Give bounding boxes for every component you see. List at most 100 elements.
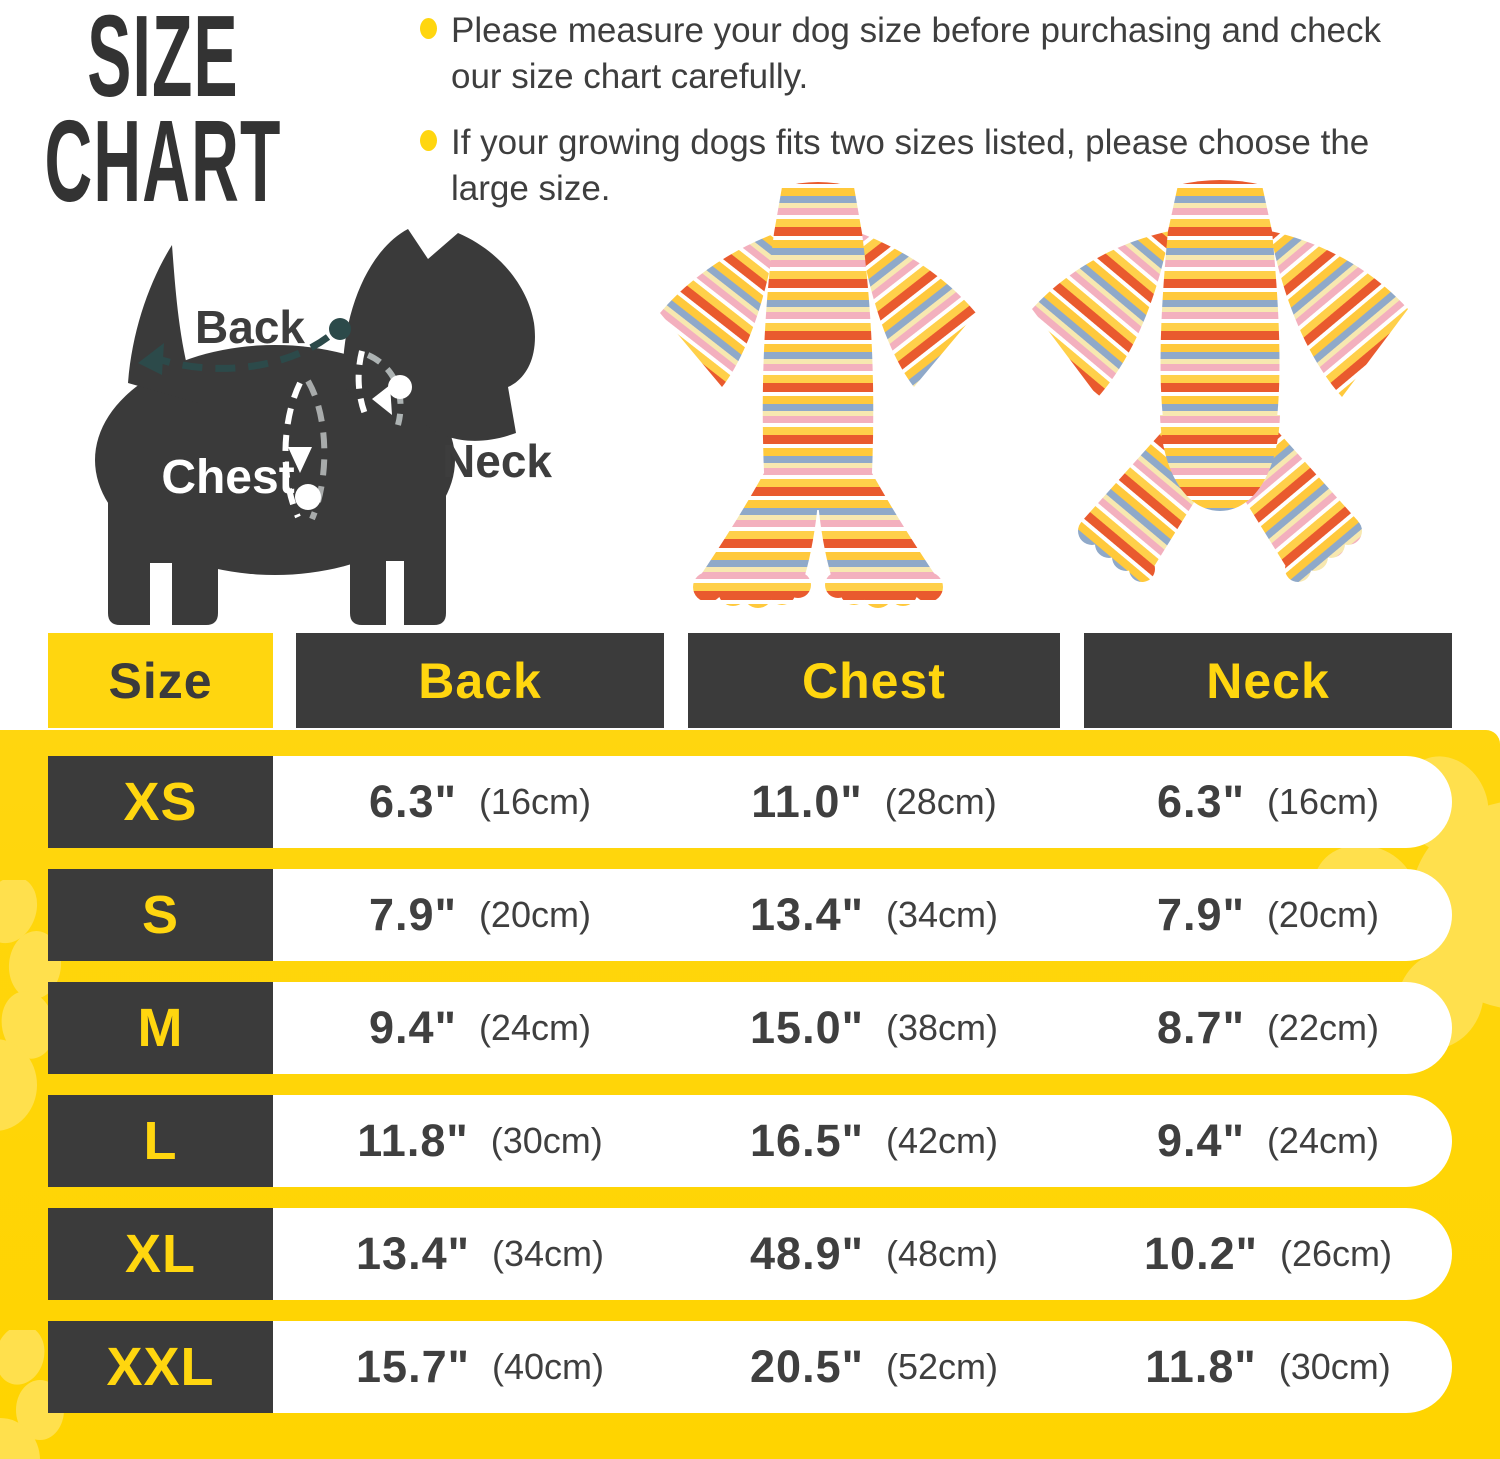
dog-measurement-diagram: Back Chest Neck (95, 229, 552, 625)
size-cell: S (48, 869, 273, 961)
chest-value: 11.0" (28cm) (688, 756, 1060, 848)
notes: Please measure your dog size before purc… (420, 8, 1482, 212)
neck-value: 6.3" (16cm) (1084, 756, 1452, 848)
back-value: 15.7" (40cm) (296, 1321, 664, 1413)
row-values: 6.3" (16cm) 11.0" (28cm) 6.3" (16cm) (273, 756, 1452, 848)
note-text: Please measure your dog size before purc… (451, 8, 1381, 100)
chest-arrowhead-icon (288, 447, 312, 473)
neck-inches: 10.2" (1144, 1228, 1258, 1279)
chest-inches: 11.0" (751, 776, 863, 827)
row-values: 9.4" (24cm) 15.0" (38cm) 8.7" (22cm) (273, 982, 1452, 1074)
back-cm: (20cm) (478, 894, 591, 935)
back-label: Back (195, 301, 305, 353)
neck-inches: 6.3" (1157, 776, 1245, 827)
neck-cm: (24cm) (1266, 1120, 1379, 1161)
header-size: Size (48, 633, 273, 728)
neck-value: 10.2" (26cm) (1084, 1208, 1452, 1300)
header-neck: Neck (1084, 633, 1452, 728)
chest-cm: (38cm) (885, 1007, 998, 1048)
back-inches: 6.3" (369, 776, 457, 827)
neck-value: 8.7" (22cm) (1084, 982, 1452, 1074)
title-line-2: CHART (44, 96, 282, 226)
back-inches: 9.4" (369, 1002, 457, 1053)
neck-cm: (20cm) (1266, 894, 1379, 935)
chest-cm: (42cm) (885, 1120, 998, 1161)
chest-inches: 16.5" (750, 1115, 864, 1166)
chest-cm: (34cm) (885, 894, 998, 935)
table-row: L 11.8" (30cm) 16.5" (42cm) 9.4" (24cm) (0, 1095, 1500, 1187)
neck-inches: 7.9" (1157, 889, 1245, 940)
back-value: 7.9" (20cm) (296, 869, 664, 961)
row-values: 7.9" (20cm) 13.4" (34cm) 7.9" (20cm) (273, 869, 1452, 961)
row-values: 15.7" (40cm) 20.5" (52cm) 11.8" (30cm) (273, 1321, 1452, 1413)
neck-value: 11.8" (30cm) (1084, 1321, 1452, 1413)
neck-inches: 11.8" (1145, 1341, 1257, 1392)
table-row: XXL 15.7" (40cm) 20.5" (52cm) 11.8" (30c… (0, 1321, 1500, 1413)
neck-arrowhead-icon (372, 385, 392, 415)
back-cm: (30cm) (490, 1120, 603, 1161)
row-values: 13.4" (34cm) 48.9" (48cm) 10.2" (26cm) (273, 1208, 1452, 1300)
pajama-back-photo (1032, 180, 1408, 582)
chest-cm: (52cm) (885, 1346, 998, 1387)
back-inches: 11.8" (357, 1115, 469, 1166)
back-cm: (16cm) (478, 781, 591, 822)
chest-value: 20.5" (52cm) (688, 1321, 1060, 1413)
back-cm: (24cm) (478, 1007, 591, 1048)
back-value: 13.4" (34cm) (296, 1208, 664, 1300)
chest-cm: (28cm) (884, 781, 997, 822)
back-measure-dot (329, 318, 351, 340)
neck-inches: 9.4" (1157, 1115, 1245, 1166)
neck-cm: (26cm) (1279, 1233, 1392, 1274)
size-cell: L (48, 1095, 273, 1187)
note-line: large size. (451, 169, 611, 208)
back-cm: (34cm) (491, 1233, 604, 1274)
table-row: XL 13.4" (34cm) 48.9" (48cm) 10.2" (26cm… (0, 1208, 1500, 1300)
header-back: Back (296, 633, 664, 728)
chest-value: 48.9" (48cm) (688, 1208, 1060, 1300)
neck-inches: 8.7" (1157, 1002, 1245, 1053)
size-cell: XL (48, 1208, 273, 1300)
chest-cm: (48cm) (885, 1233, 998, 1274)
back-value: 6.3" (16cm) (296, 756, 664, 848)
title-line-1: SIZE (87, 0, 239, 121)
back-value: 9.4" (24cm) (296, 982, 664, 1074)
note-line: Please measure your dog size before purc… (451, 11, 1381, 50)
chest-label: Chest (161, 451, 294, 504)
pajama-front-photo (660, 182, 976, 608)
size-cell: XXL (48, 1321, 273, 1413)
neck-measure-dot (388, 375, 412, 399)
chest-value: 16.5" (42cm) (688, 1095, 1060, 1187)
note-item: If your growing dogs fits two sizes list… (420, 120, 1482, 212)
back-inches: 13.4" (356, 1228, 470, 1279)
back-cm: (40cm) (491, 1346, 604, 1387)
bullet-dot-icon (420, 18, 437, 39)
chest-measure-dot (295, 484, 321, 510)
note-line: our size chart carefully. (451, 57, 809, 96)
row-values: 11.8" (30cm) 16.5" (42cm) 9.4" (24cm) (273, 1095, 1452, 1187)
back-inches: 15.7" (356, 1341, 470, 1392)
page-title: SIZE CHART (0, 0, 343, 226)
neck-value: 9.4" (24cm) (1084, 1095, 1452, 1187)
note-line: If your growing dogs fits two sizes list… (451, 123, 1370, 162)
table-row: M 9.4" (24cm) 15.0" (38cm) 8.7" (22cm) (0, 982, 1500, 1074)
chest-value: 15.0" (38cm) (688, 982, 1060, 1074)
chest-inches: 20.5" (750, 1341, 864, 1392)
chest-inches: 13.4" (750, 889, 864, 940)
header-chest: Chest (688, 633, 1060, 728)
table-row: XS 6.3" (16cm) 11.0" (28cm) 6.3" (16cm) (0, 756, 1500, 848)
back-arrowhead-icon (138, 343, 164, 375)
neck-cm: (22cm) (1266, 1007, 1379, 1048)
neck-value: 7.9" (20cm) (1084, 869, 1452, 961)
neck-label: Neck (442, 435, 552, 487)
chest-value: 13.4" (34cm) (688, 869, 1060, 961)
neck-cm: (30cm) (1278, 1346, 1391, 1387)
back-value: 11.8" (30cm) (296, 1095, 664, 1187)
note-text: If your growing dogs fits two sizes list… (451, 120, 1369, 212)
size-cell: M (48, 982, 273, 1074)
back-inches: 7.9" (369, 889, 457, 940)
size-cell: XS (48, 756, 273, 848)
chest-inches: 15.0" (750, 1002, 864, 1053)
note-item: Please measure your dog size before purc… (420, 8, 1482, 100)
chest-inches: 48.9" (750, 1228, 864, 1279)
